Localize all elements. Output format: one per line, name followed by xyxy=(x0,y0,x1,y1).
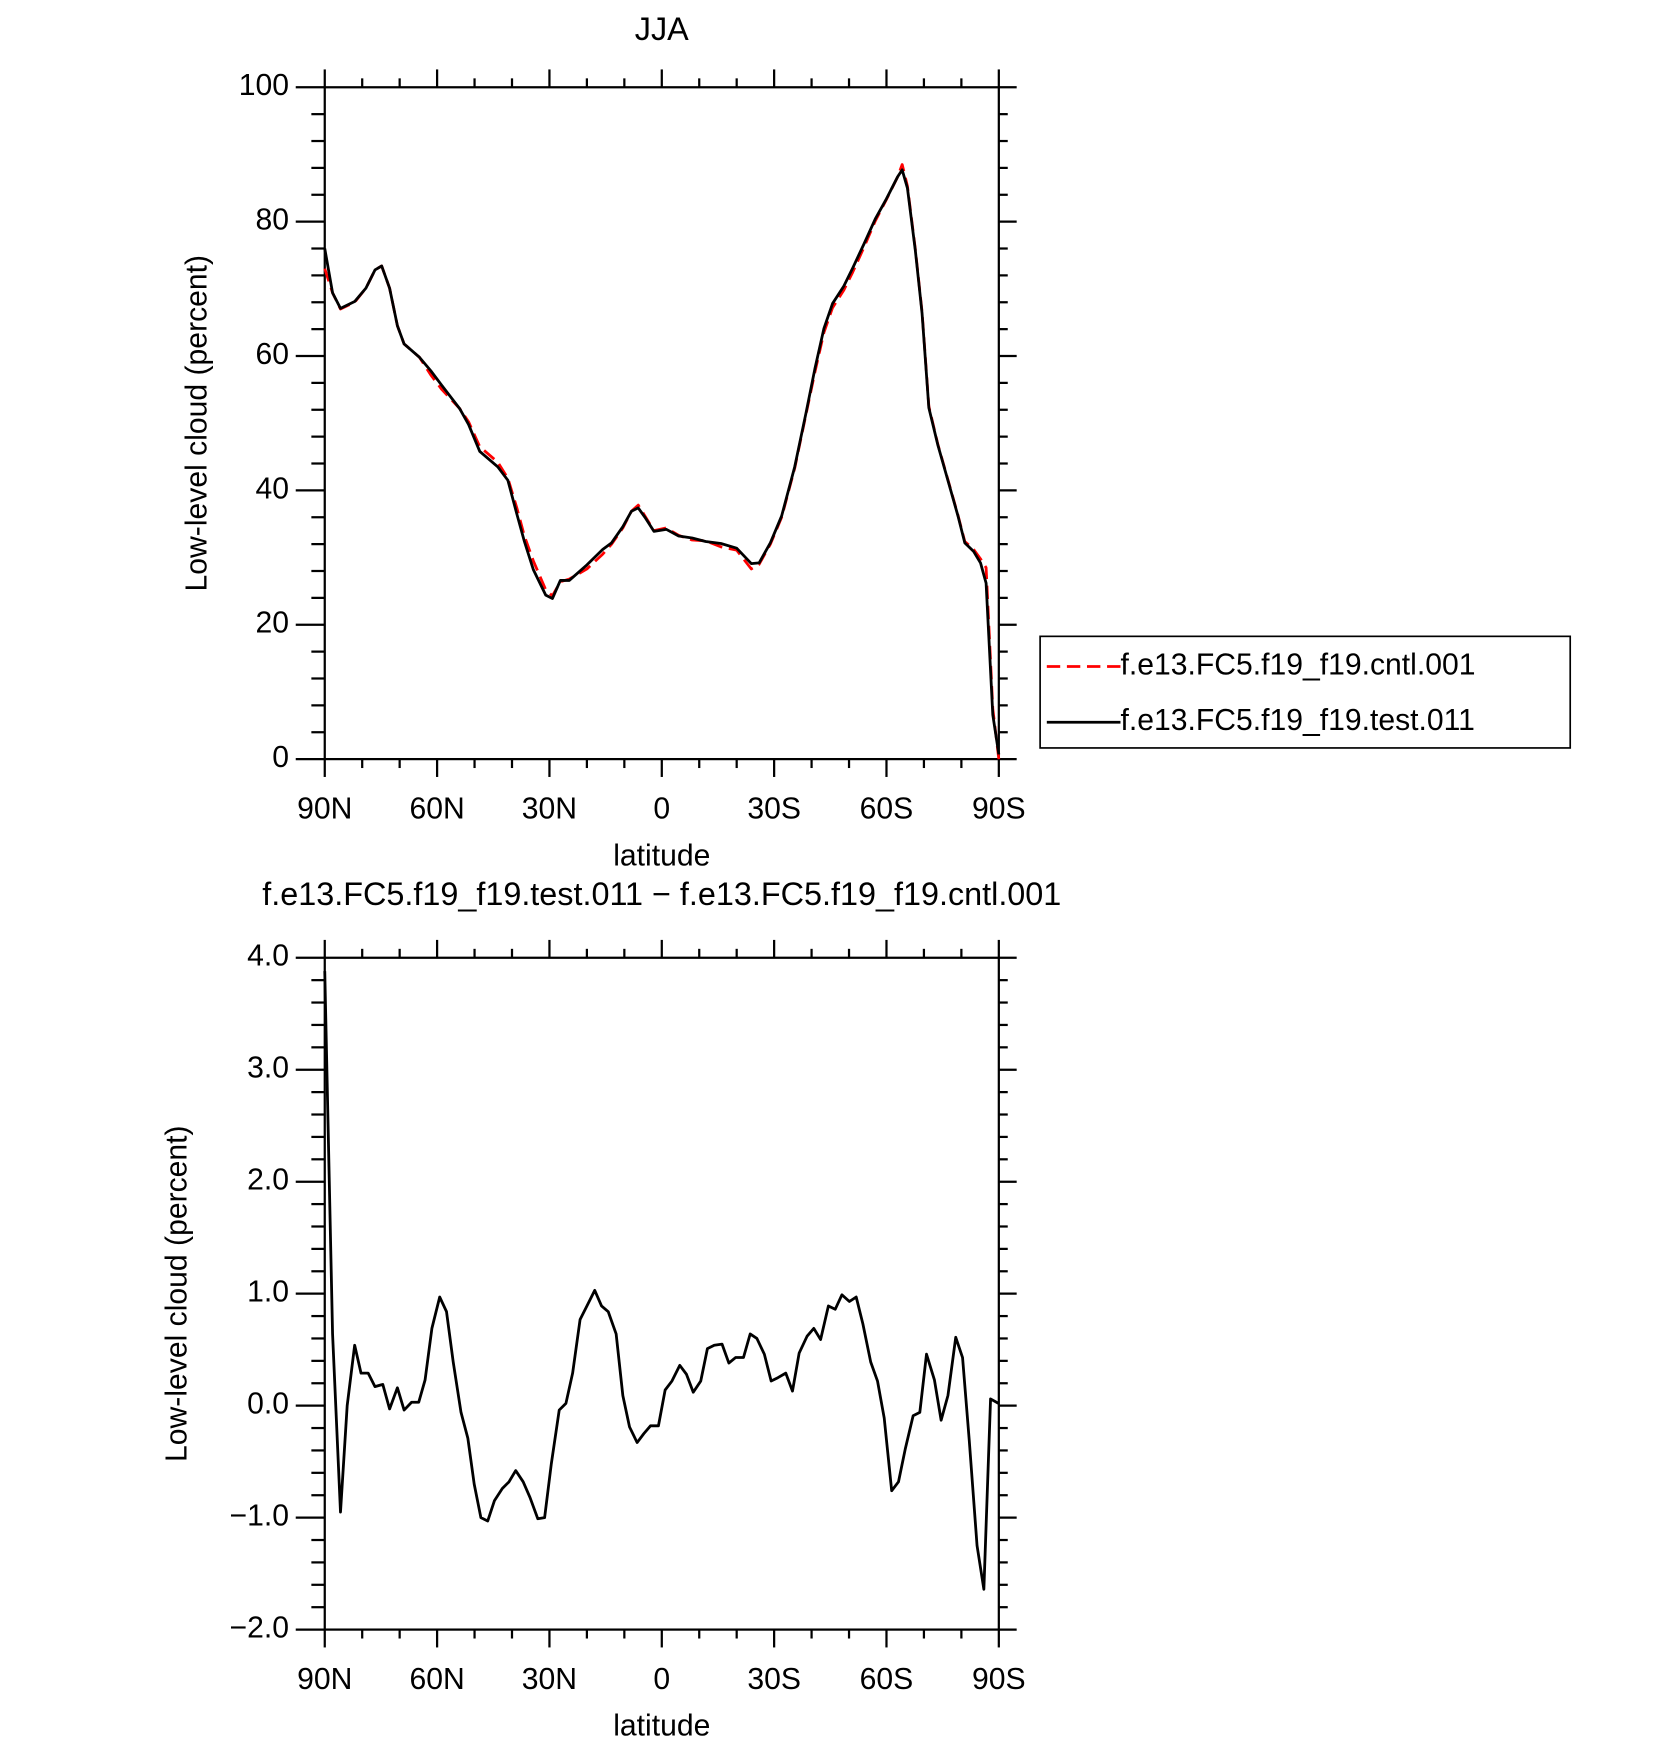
y-tick-label: 80 xyxy=(256,204,290,237)
y-axis-label: Low-level cloud (percent) xyxy=(161,1125,194,1462)
legend-label: f.e13.FC5.f19_f19.cntl.001 xyxy=(1120,648,1475,681)
x-tick-label: 30S xyxy=(747,792,801,825)
x-tick-label: 30S xyxy=(747,1663,801,1696)
x-tick-label: 60N xyxy=(409,1663,464,1696)
x-tick-label: 30N xyxy=(522,792,577,825)
y-tick-label: 100 xyxy=(239,69,289,102)
x-tick-label: 90N xyxy=(297,1663,352,1696)
data-line xyxy=(323,971,1000,1591)
y-tick-label: 1.0 xyxy=(247,1276,289,1309)
y-tick-label: −1.0 xyxy=(230,1500,289,1533)
x-tick-label: 90S xyxy=(972,792,1026,825)
y-tick-label: 4.0 xyxy=(247,940,289,973)
x-axis-label: latitude xyxy=(613,1710,710,1743)
y-tick-label: 0.0 xyxy=(247,1388,289,1421)
y-tick-label: 40 xyxy=(256,472,290,505)
y-tick-label: 60 xyxy=(256,338,290,371)
chart-title: JJA xyxy=(635,11,689,47)
y-tick-label: 3.0 xyxy=(247,1052,289,1085)
x-tick-label: 60S xyxy=(860,1663,914,1696)
legend-label: f.e13.FC5.f19_f19.test.011 xyxy=(1120,704,1474,737)
y-tick-label: 0 xyxy=(272,741,289,774)
data-line xyxy=(323,168,1001,755)
y-tick-label: 2.0 xyxy=(247,1164,289,1197)
x-tick-label: 0 xyxy=(653,792,670,825)
x-tick-label: 90N xyxy=(297,792,352,825)
x-tick-label: 30N xyxy=(522,1663,577,1696)
y-tick-label: −2.0 xyxy=(230,1612,289,1645)
y-axis-label: Low-level cloud (percent) xyxy=(181,255,214,592)
x-axis-label: latitude xyxy=(613,839,710,872)
plot-frame xyxy=(323,956,1000,1631)
y-tick-label: 20 xyxy=(256,607,290,640)
data-line xyxy=(323,163,1001,760)
plot-frame xyxy=(323,86,1000,761)
x-tick-label: 90S xyxy=(972,1663,1026,1696)
x-tick-label: 60N xyxy=(409,792,464,825)
legend-box xyxy=(1039,635,1572,749)
chart-title: f.e13.FC5.f19_f19.test.011 − f.e13.FC5.f… xyxy=(262,876,1061,912)
x-tick-label: 60S xyxy=(860,792,914,825)
x-tick-label: 0 xyxy=(653,1663,670,1696)
